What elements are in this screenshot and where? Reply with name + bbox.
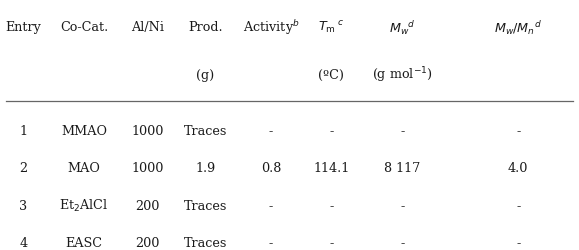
Text: 1.9: 1.9 (196, 162, 215, 175)
Text: Prod.: Prod. (188, 21, 223, 34)
Text: -: - (400, 237, 405, 250)
Text: 114.1: 114.1 (313, 162, 349, 175)
Text: -: - (516, 237, 521, 250)
Text: $T_{\mathrm{m}}$$^{\ c}$: $T_{\mathrm{m}}$$^{\ c}$ (318, 20, 345, 36)
Text: (g): (g) (196, 68, 215, 82)
Text: Traces: Traces (184, 125, 227, 138)
Text: -: - (400, 200, 405, 213)
Text: -: - (269, 237, 273, 250)
Text: 2: 2 (19, 162, 27, 175)
Text: Activity$^{b}$: Activity$^{b}$ (243, 18, 299, 37)
Text: -: - (329, 125, 334, 138)
Text: -: - (516, 125, 521, 138)
Text: -: - (269, 125, 273, 138)
Text: 0.8: 0.8 (261, 162, 281, 175)
Text: Traces: Traces (184, 200, 227, 213)
Text: 200: 200 (135, 200, 160, 213)
Text: 4: 4 (19, 237, 27, 250)
Text: 3: 3 (19, 200, 27, 213)
Text: 4.0: 4.0 (508, 162, 529, 175)
Text: 1: 1 (19, 125, 27, 138)
Text: 8 117: 8 117 (384, 162, 420, 175)
Text: EASC: EASC (65, 237, 102, 250)
Text: Entry: Entry (5, 21, 41, 34)
Text: Al/Ni: Al/Ni (131, 21, 164, 34)
Text: 1000: 1000 (131, 162, 164, 175)
Text: (ºC): (ºC) (318, 68, 344, 82)
Text: MAO: MAO (68, 162, 100, 175)
Text: $M_{w}/M_{n}$$^{d}$: $M_{w}/M_{n}$$^{d}$ (494, 18, 542, 36)
Text: -: - (329, 200, 334, 213)
Text: (g mol$^{-1}$): (g mol$^{-1}$) (372, 65, 433, 85)
Text: Et$_{2}$AlCl: Et$_{2}$AlCl (59, 198, 109, 214)
Text: -: - (400, 125, 405, 138)
Text: -: - (329, 237, 334, 250)
Text: Traces: Traces (184, 237, 227, 250)
Text: -: - (516, 200, 521, 213)
Text: 200: 200 (135, 237, 160, 250)
Text: $M_{w}$$^{d}$: $M_{w}$$^{d}$ (389, 18, 416, 36)
Text: -: - (269, 200, 273, 213)
Text: 1000: 1000 (131, 125, 164, 138)
Text: MMAO: MMAO (61, 125, 107, 138)
Text: Co-Cat.: Co-Cat. (60, 21, 108, 34)
